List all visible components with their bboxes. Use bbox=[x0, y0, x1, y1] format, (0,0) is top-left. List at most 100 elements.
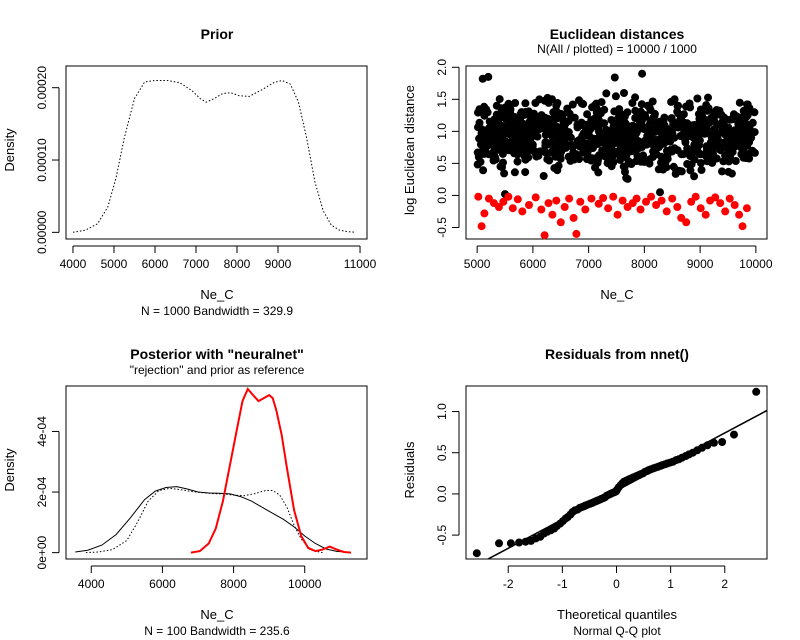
euclid-point-all bbox=[545, 156, 554, 165]
prior-ylabel: Density bbox=[2, 128, 17, 172]
euclid-point-all bbox=[607, 116, 616, 124]
euclid-point-all bbox=[656, 122, 665, 131]
euclid-point-all bbox=[620, 89, 628, 97]
euclid-point-accepted bbox=[508, 204, 517, 213]
euclid-xlabel: Ne_C bbox=[600, 287, 633, 302]
euclid-point-all bbox=[544, 139, 553, 148]
euclid-point-all bbox=[725, 129, 734, 138]
euclid-point-all bbox=[739, 120, 748, 129]
euclid-point-all bbox=[634, 142, 643, 151]
euclid-point-all bbox=[719, 128, 728, 136]
euclid-point-all bbox=[651, 127, 660, 136]
prior-x-tick-label: 8000 bbox=[224, 257, 251, 271]
euclid-point-all bbox=[624, 157, 633, 166]
euclid-point-accepted bbox=[738, 222, 747, 231]
euclid-point-all bbox=[566, 133, 575, 142]
euclid-point-accepted bbox=[525, 201, 533, 209]
euclid-point-all bbox=[750, 108, 759, 117]
posterior-y-tick-label: 2e-04 bbox=[35, 476, 49, 507]
euclid-point-all bbox=[638, 69, 647, 78]
euclid-point-accepted bbox=[701, 210, 710, 219]
euclid-x-tick-label: 5000 bbox=[464, 257, 491, 271]
euclid-point-all bbox=[699, 119, 708, 128]
posterior-subtitle: "rejection" and prior as reference bbox=[130, 363, 305, 377]
euclid-point-accepted bbox=[632, 194, 641, 203]
euclid-point-all bbox=[474, 108, 482, 117]
euclid-point-all bbox=[740, 128, 749, 137]
euclid-point-all bbox=[621, 119, 630, 128]
euclid-point-all bbox=[515, 137, 524, 146]
euclid-point-all bbox=[561, 143, 570, 152]
euclid-point-all bbox=[618, 147, 627, 156]
residuals-point bbox=[495, 539, 503, 548]
euclid-point-all bbox=[530, 147, 539, 156]
prior-x-tick-label: 4000 bbox=[60, 257, 87, 271]
residuals-point bbox=[472, 549, 481, 558]
euclid-point-all bbox=[521, 168, 530, 177]
residuals-plot-area: -2 -1 0 1 2 -0.5 0.0 0.5 1.0 bbox=[435, 385, 768, 591]
residuals-x-tick-label: 1 bbox=[667, 577, 674, 591]
euclid-point-all bbox=[673, 102, 682, 111]
euclid-point-all bbox=[659, 165, 668, 174]
euclid-point-accepted bbox=[609, 192, 618, 201]
euclid-point-all bbox=[520, 152, 529, 161]
residuals-point bbox=[752, 387, 761, 396]
euclid-point-accepted bbox=[477, 222, 486, 231]
euclid-point-all bbox=[549, 108, 558, 117]
prior-x-tick-label: 9000 bbox=[265, 257, 292, 271]
euclid-point-accepted bbox=[604, 204, 613, 213]
euclid-point-all bbox=[616, 137, 625, 146]
euclid-point-accepted bbox=[576, 197, 585, 206]
euclid-point-accepted bbox=[540, 231, 549, 240]
posterior-density-line-2 bbox=[75, 486, 348, 553]
euclid-point-all bbox=[644, 139, 653, 148]
euclid-y-tick-label: 1.0 bbox=[435, 123, 449, 140]
euclid-point-accepted bbox=[742, 204, 751, 213]
euclid-point-accepted bbox=[657, 196, 666, 205]
euclid-point-all bbox=[497, 104, 506, 113]
euclid-point-all bbox=[619, 131, 627, 140]
euclid-point-all bbox=[602, 89, 611, 98]
euclid-point-all bbox=[526, 139, 535, 148]
euclid-point-accepted bbox=[642, 197, 650, 206]
euclid-point-all bbox=[688, 131, 697, 140]
euclid-title: Euclidean distances bbox=[550, 26, 685, 42]
euclid-point-accepted bbox=[552, 196, 561, 205]
euclid-point-all bbox=[588, 144, 597, 153]
euclid-point-all bbox=[709, 136, 718, 145]
euclid-point-all bbox=[646, 117, 655, 126]
euclid-y-tick-label: 1.5 bbox=[435, 91, 449, 108]
posterior-sub-xlabel: N = 100 Bandwidth = 235.6 bbox=[144, 624, 290, 638]
euclid-point-all bbox=[616, 155, 625, 164]
posterior-y-tick-label: 4e-04 bbox=[35, 416, 49, 447]
euclid-point-all bbox=[475, 118, 484, 127]
euclid-point-all bbox=[692, 141, 700, 150]
euclid-point-all bbox=[735, 98, 744, 107]
euclid-point-all bbox=[609, 125, 618, 134]
euclid-point-all bbox=[541, 148, 550, 157]
euclid-point-all bbox=[664, 132, 673, 141]
euclid-point-accepted bbox=[518, 207, 527, 216]
euclid-point-accepted bbox=[499, 197, 508, 206]
euclid-point-all bbox=[590, 154, 599, 163]
euclid-point-all bbox=[553, 124, 562, 133]
euclid-point-all bbox=[623, 174, 632, 183]
euclid-point-all bbox=[703, 105, 712, 114]
euclid-point-accepted bbox=[682, 218, 691, 227]
posterior-density-line-3 bbox=[190, 387, 352, 554]
euclid-point-all bbox=[611, 92, 620, 101]
euclid-point-all bbox=[619, 110, 628, 119]
euclid-point-all bbox=[657, 139, 665, 148]
euclid-point-accepted bbox=[721, 207, 730, 216]
residuals-y-tick-label: 0.5 bbox=[435, 444, 449, 461]
euclid-point-all bbox=[537, 111, 546, 120]
euclid-point-all bbox=[645, 155, 654, 164]
euclid-point-accepted bbox=[668, 194, 677, 203]
euclid-point-all bbox=[733, 136, 742, 145]
euclid-point-all bbox=[737, 150, 746, 159]
euclid-point-all bbox=[657, 158, 665, 167]
residuals-xlabel: Theoretical quantiles bbox=[557, 607, 677, 622]
prior-x-tick-label: 7000 bbox=[183, 257, 210, 271]
euclid-point-all bbox=[750, 128, 759, 137]
